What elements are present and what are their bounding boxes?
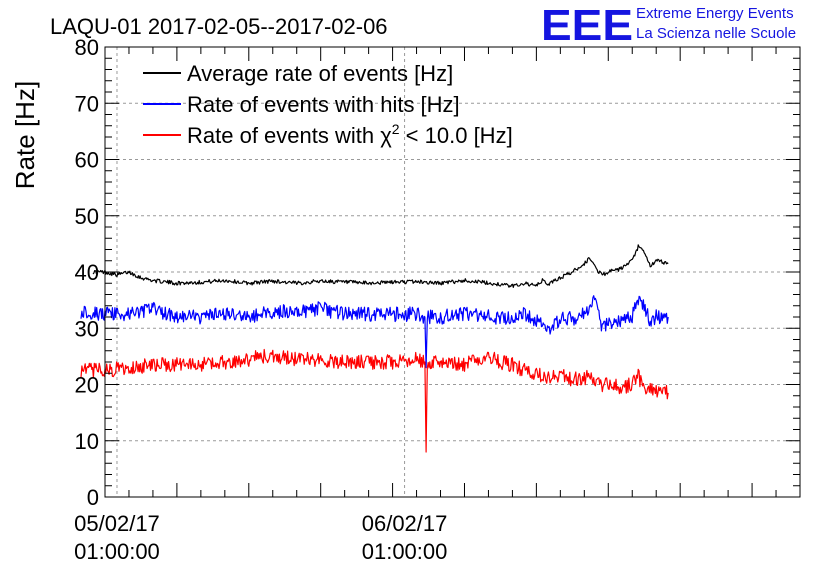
series-line-2 xyxy=(80,295,669,369)
legend-entry: Average rate of events [Hz] xyxy=(187,61,453,86)
logo-line-1: Extreme Energy Events xyxy=(636,5,794,22)
legend-entry: Rate of events with χ2 < 10.0 [Hz] xyxy=(187,121,513,148)
x-tick-date: 06/02/17 xyxy=(362,511,448,536)
y-tick-label: 30 xyxy=(75,316,99,341)
chart-title: LAQU-01 2017-02-05--2017-02-06 xyxy=(50,14,388,39)
y-tick-label: 40 xyxy=(75,260,99,285)
y-tick-label: 80 xyxy=(75,35,99,60)
y-tick-label: 50 xyxy=(75,204,99,229)
x-tick-date: 05/02/17 xyxy=(74,511,160,536)
y-tick-label: 10 xyxy=(75,429,99,454)
eee-logo: EEE Extreme Energy Events La Scienza nel… xyxy=(541,1,796,50)
y-tick-label: 60 xyxy=(75,148,99,173)
plot-frame xyxy=(104,46,801,498)
series-line-3 xyxy=(80,348,669,453)
logo-line-2: La Scienza nelle Scuole xyxy=(636,25,796,42)
y-tick-label: 20 xyxy=(75,373,99,398)
y-axis-label: Rate [Hz] xyxy=(10,81,40,189)
x-tick-time: 01:00:00 xyxy=(362,539,448,564)
legend: Average rate of events [Hz] Rate of event… xyxy=(143,61,513,148)
y-tick-label: 0 xyxy=(87,485,99,510)
legend-entry: Rate of events with hits [Hz] xyxy=(187,92,460,117)
series-line-1 xyxy=(92,244,669,288)
logo-mark: EEE xyxy=(541,1,633,50)
y-tick-label: 70 xyxy=(75,91,99,116)
x-tick-time: 01:00:00 xyxy=(74,539,160,564)
